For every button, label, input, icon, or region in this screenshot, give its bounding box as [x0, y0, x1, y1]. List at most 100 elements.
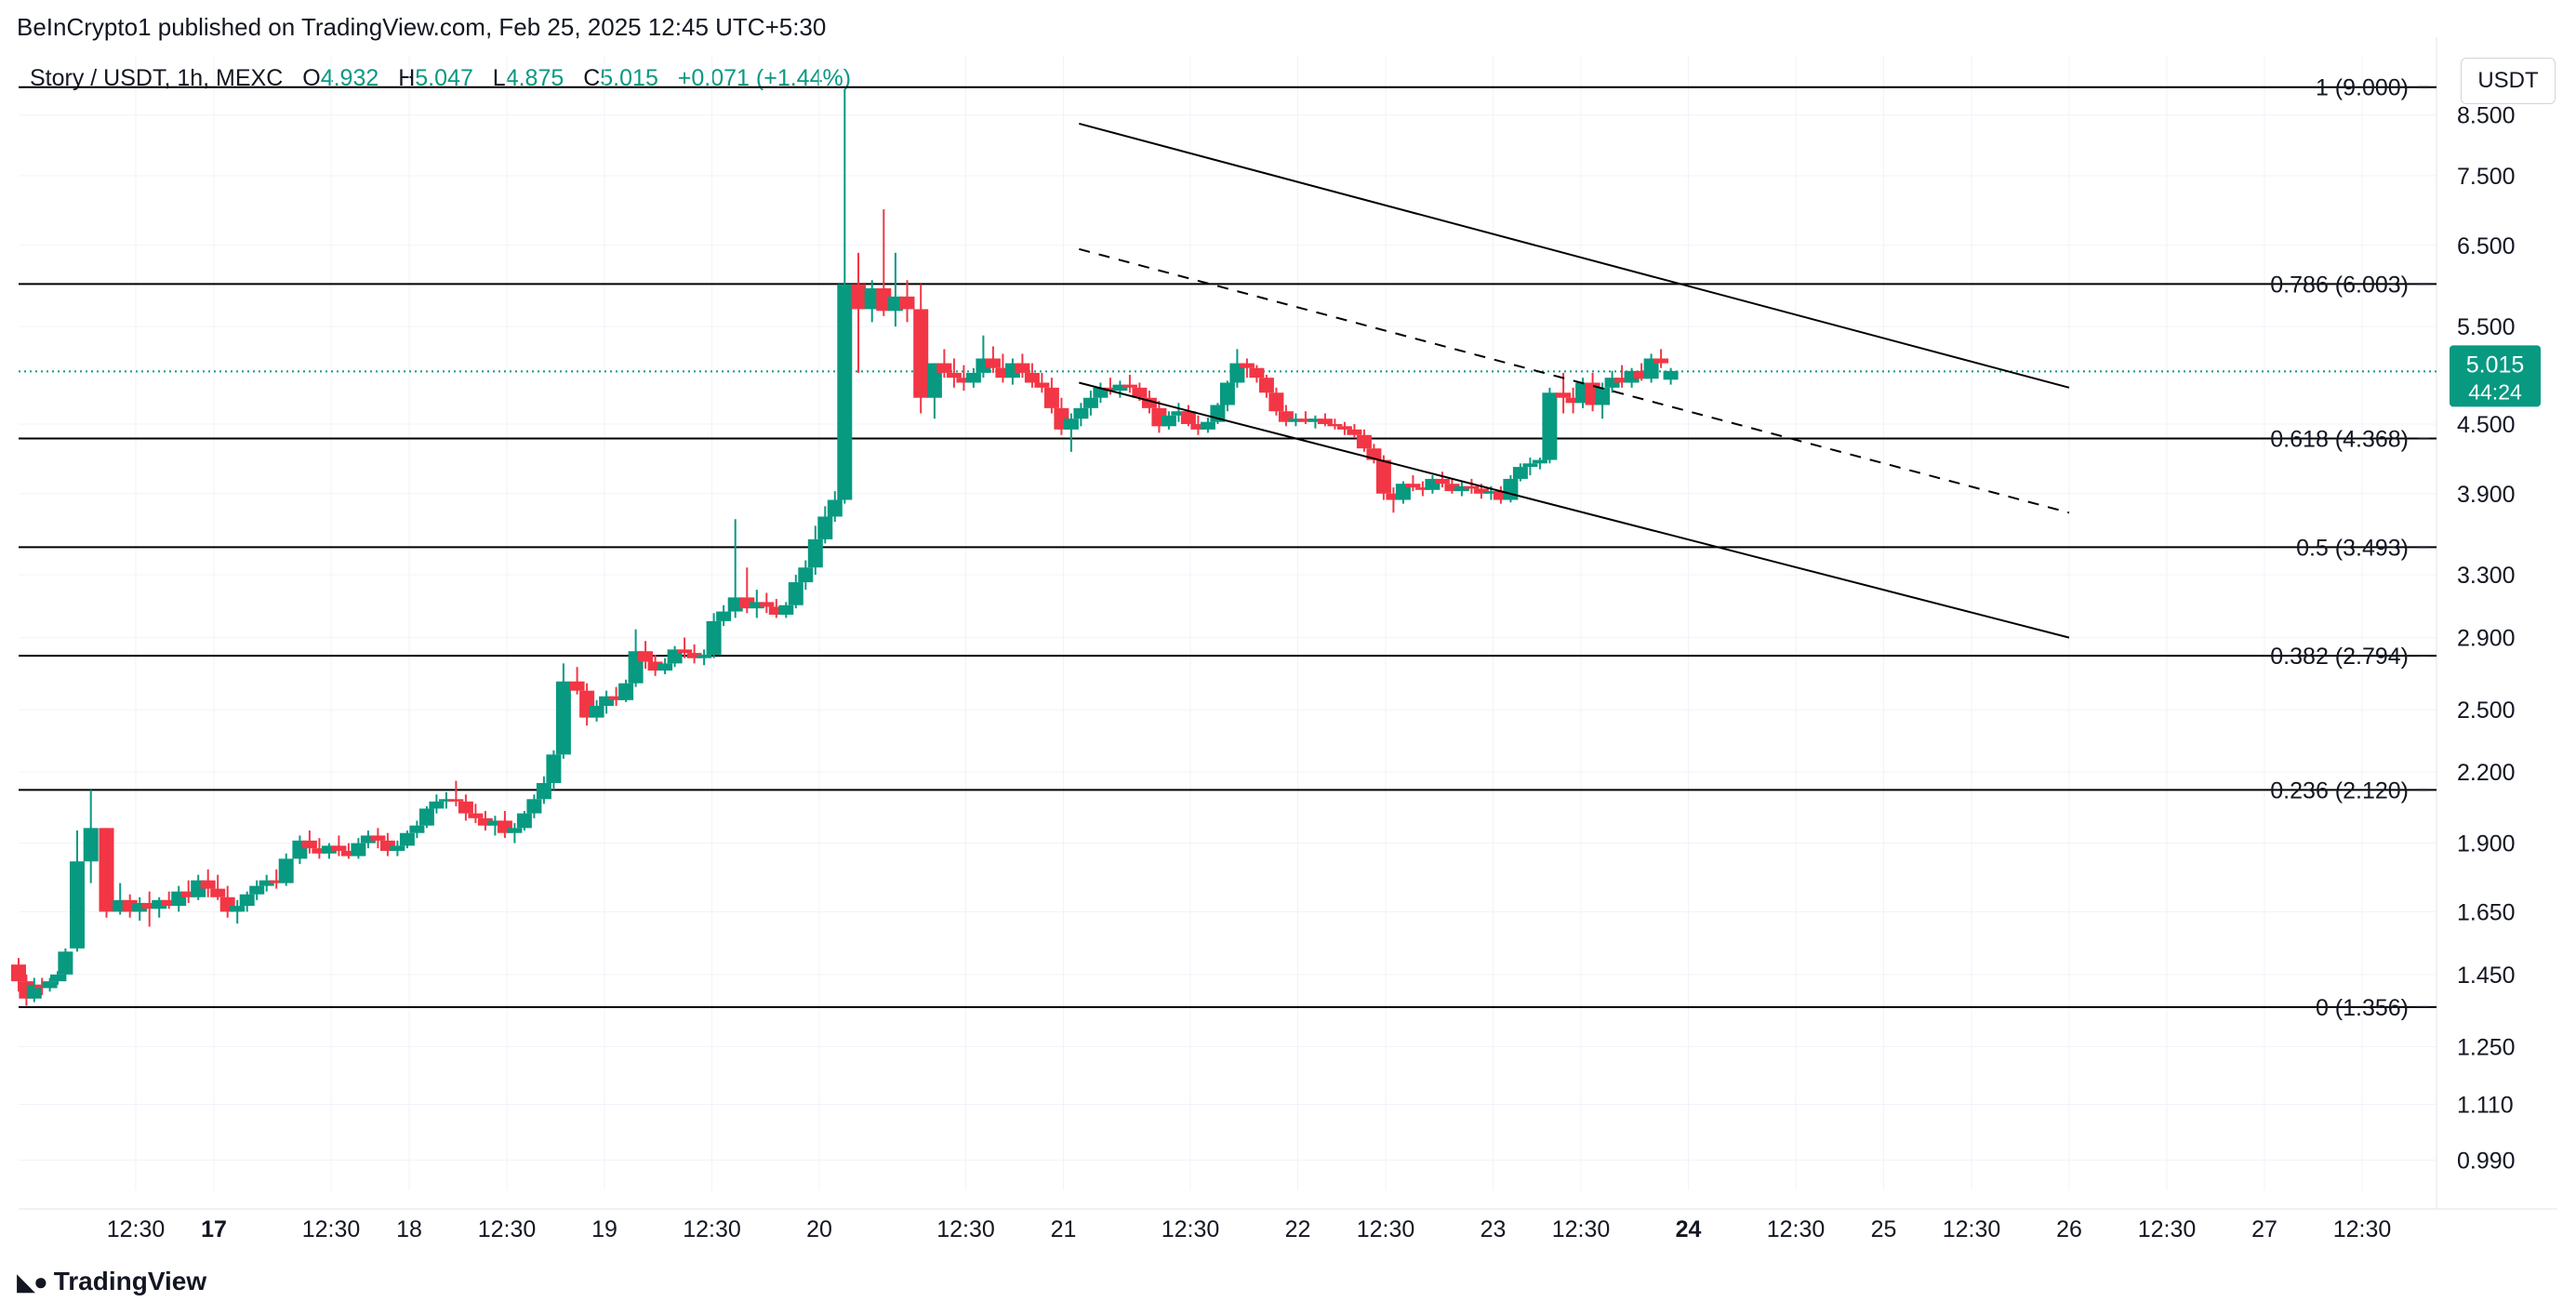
candle-body [230, 906, 246, 912]
candle [807, 525, 823, 576]
candle-body [1405, 484, 1421, 488]
fib-label: 0.236 (2.120) [2270, 777, 2409, 804]
candle-body [331, 845, 347, 851]
candle-body [11, 964, 26, 982]
candle [1024, 363, 1040, 388]
x-tick-label: 27 [2251, 1216, 2277, 1242]
candle [1073, 403, 1089, 427]
candle [1434, 472, 1450, 488]
open-label: O [302, 65, 321, 91]
candle-body [70, 861, 85, 949]
candle-body [599, 696, 615, 707]
candle [599, 690, 615, 714]
candle-body [152, 899, 167, 910]
close-label: C [583, 65, 601, 91]
candle [83, 790, 99, 883]
candle [1043, 378, 1059, 414]
candle [1614, 365, 1630, 388]
candle-body [638, 651, 654, 662]
candle [759, 592, 775, 614]
y-tick-label: 2.900 [2457, 626, 2516, 652]
candle-body [546, 754, 562, 784]
candle [569, 667, 585, 695]
currency-button[interactable]: USDT [2461, 58, 2556, 104]
candle-body [1043, 387, 1059, 408]
candle-body [429, 801, 445, 809]
candle-body [1634, 370, 1650, 379]
countdown-label: 44:24 [2468, 379, 2522, 404]
candle [1464, 478, 1480, 494]
fib-label: 0.5 (3.493) [2296, 535, 2409, 561]
candle-body [180, 891, 196, 897]
candle [1336, 421, 1352, 435]
candle [1493, 485, 1508, 504]
candle-body [749, 602, 764, 609]
candle [697, 649, 712, 666]
y-tick-label: 7.500 [2457, 164, 2516, 190]
candle-body [1556, 392, 1572, 398]
candle-body [448, 799, 464, 802]
candle [171, 885, 187, 912]
candle [876, 209, 892, 316]
candle [1258, 375, 1274, 398]
candle-body [1604, 378, 1620, 388]
candle [1634, 363, 1650, 381]
candle [1093, 382, 1109, 404]
candle-body [686, 653, 702, 658]
x-tick-label: 20 [806, 1216, 832, 1242]
candle [1171, 403, 1187, 422]
candle [1278, 405, 1294, 427]
candle-body [608, 696, 624, 700]
fib-label: 1 (9.000) [2316, 75, 2409, 101]
candle-body [1229, 363, 1245, 383]
candle [1425, 475, 1441, 494]
candle-body [1034, 382, 1050, 388]
x-tick-label: 12:30 [2138, 1216, 2197, 1242]
candle [1375, 455, 1391, 500]
candle-body [438, 799, 454, 802]
candle [1161, 411, 1176, 430]
candle-body [1483, 491, 1499, 494]
candle-body [1473, 488, 1489, 494]
x-tick-label: 12:30 [1552, 1216, 1611, 1242]
candle-body [141, 902, 157, 910]
candle [1034, 372, 1050, 393]
y-tick-label: 1.250 [2457, 1034, 2516, 1060]
candle [1454, 481, 1469, 497]
candle [1444, 478, 1460, 494]
candle-body [1375, 459, 1391, 494]
candle [778, 602, 794, 618]
candle [536, 776, 551, 804]
candle-body [864, 288, 880, 310]
candle-body [555, 681, 571, 755]
candle-body [1347, 429, 1362, 435]
candle-body [312, 848, 327, 854]
candle-body [210, 888, 226, 897]
candle-body [569, 681, 585, 691]
candle-body [1444, 484, 1460, 492]
candle-body [1336, 426, 1352, 430]
candle [1219, 380, 1235, 412]
x-tick-label: 12:30 [1162, 1216, 1220, 1242]
tradingview-mark-icon: ◣● [17, 1267, 48, 1295]
tradingview-logo[interactable]: ◣● TradingView [17, 1267, 206, 1296]
candle-body [1308, 418, 1323, 422]
candle [657, 658, 673, 674]
candle [716, 604, 732, 627]
candle [1229, 349, 1245, 388]
candle-body [706, 620, 722, 655]
candle-body [1614, 378, 1630, 383]
candle-body [1180, 411, 1196, 424]
candle [312, 838, 327, 859]
candle-body [1015, 363, 1030, 373]
candle-body [1653, 358, 1669, 364]
candle-body [301, 840, 317, 849]
candle-body [1503, 478, 1519, 500]
candle-body [390, 845, 405, 851]
candle [965, 367, 981, 388]
candle [1200, 418, 1215, 433]
candle [1347, 423, 1362, 438]
fib-label: 0 (1.356) [2316, 995, 2409, 1021]
